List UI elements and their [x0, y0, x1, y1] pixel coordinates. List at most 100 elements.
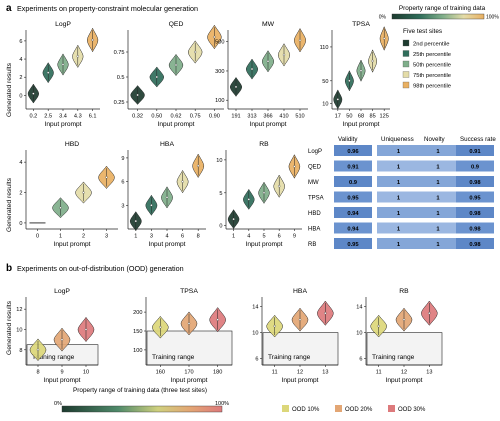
performance-table: Validity Uniqueness Novelty Success rate Log… [308, 136, 496, 249]
site-swatch [402, 50, 410, 57]
chart-title: HBD [65, 141, 79, 148]
table-cell-value: 1 [397, 149, 401, 155]
x-tick-label: 3 [150, 234, 153, 240]
x-tick-label: 6 [181, 234, 184, 240]
training-range-box [262, 332, 339, 366]
y-tick-label: 150 [133, 329, 142, 335]
x-tick-label: 0 [36, 234, 39, 240]
table-cell-value: 1 [436, 149, 440, 155]
violin-median [336, 98, 339, 101]
table-row-label: TPSA [308, 196, 324, 202]
violin-median [247, 198, 250, 201]
y-tick-label: 200 [133, 310, 142, 316]
violin-median [76, 55, 79, 58]
x-tick-label: 6 [278, 234, 281, 240]
table-cell [377, 222, 420, 234]
chart-hbd: HBD 0 2 4 0 1 2 3 Input prompt [19, 141, 118, 248]
violin-median [91, 38, 94, 42]
x-tick-label: 12 [401, 370, 407, 376]
x-axis-label: Input prompt [44, 121, 81, 128]
chart-title: HBA [293, 288, 307, 295]
table-cell-value: 0.98 [469, 242, 481, 248]
table-cell-value: 0.94 [347, 227, 359, 233]
violin-median [278, 185, 281, 188]
violin-median [194, 50, 197, 54]
x-tick-label: 410 [279, 114, 288, 120]
x-tick-label: 13 [322, 370, 328, 376]
y-tick-label: 10 [322, 101, 328, 107]
ood-swatch [335, 405, 342, 412]
violin-median [262, 191, 266, 194]
chart-title: LogP [54, 288, 70, 295]
table-cell [334, 160, 372, 172]
violin-median [428, 312, 431, 315]
x-tick-label: 3.4 [59, 114, 67, 120]
x-tick-label: 4 [247, 234, 250, 240]
violin-median [273, 324, 276, 328]
x-tick-label: 0.62 [171, 114, 182, 120]
violin-median [402, 318, 406, 321]
violin-median [213, 35, 216, 39]
panel-a-letter: a [6, 3, 12, 14]
panel-a-ylabel-row2: Generated results [6, 177, 13, 232]
x-axis-label: Input prompt [281, 377, 318, 384]
chart-hba: HBA Training range 6 10 14 11 12 13 Input prompt [252, 288, 339, 384]
panel-a-ylabel: Generated results [6, 62, 13, 117]
x-tick-label: 1 [59, 234, 62, 240]
chart-tpsa: TPSA Training range 100 150 200 160 170 180 Inpu… [133, 288, 233, 384]
table-cell [456, 145, 494, 156]
sites-title: Five test sites [403, 28, 442, 35]
x-tick-label: 10 [83, 370, 89, 376]
x-tick-label: 5 [262, 234, 265, 240]
table-cell-value: 0.95 [347, 242, 359, 248]
violin-median [348, 79, 351, 82]
ood-label: OOD 20% [345, 407, 373, 413]
violin-median [359, 69, 363, 72]
table-cell [377, 160, 420, 172]
violin-median [105, 176, 108, 179]
y-tick-label: 0 [19, 221, 22, 227]
legend-a-gradient [391, 13, 485, 20]
x-tick-label: 2.5 [44, 114, 52, 120]
x-tick-label: 0.32 [132, 114, 143, 120]
violin-median [61, 63, 65, 66]
x-axis-label: Input prompt [249, 121, 286, 128]
table-cell-value: 1 [436, 196, 440, 202]
panel-b-letter: b [6, 263, 12, 274]
x-tick-label: 1 [232, 234, 235, 240]
y-tick-label: 6 [121, 180, 124, 186]
table-cell-value: 1 [397, 165, 401, 171]
table-cell-value: 0.91 [469, 149, 481, 155]
table-cell [456, 191, 494, 203]
site-swatch [402, 60, 410, 68]
table-cell [377, 207, 420, 218]
training-range-box [366, 332, 443, 366]
x-tick-label: 11 [272, 370, 278, 376]
table-cell [377, 191, 420, 203]
training-range-label: Training range [372, 354, 415, 361]
x-axis-label: Input prompt [245, 241, 282, 248]
x-tick-label: 8 [36, 370, 39, 376]
y-tick-label: 0.5 [117, 75, 125, 81]
x-axis-label: Input prompt [43, 377, 80, 384]
violin-median [47, 71, 50, 74]
x-tick-label: 0.50 [151, 114, 162, 120]
x-tick-label: 8 [197, 234, 200, 240]
violin-median [174, 63, 178, 67]
chart-title: TPSA [352, 21, 370, 28]
chart-title: RB [399, 288, 409, 295]
table-cell-value: 0.9 [349, 180, 358, 186]
y-tick-label: 4 [19, 160, 22, 166]
table-row-label: QED [308, 165, 322, 171]
panel-b-ylabel: Generated results [6, 300, 13, 355]
violin-median [82, 191, 85, 194]
x-tick-label: 313 [247, 114, 256, 120]
table-cell [420, 191, 456, 203]
x-axis-label: Input prompt [53, 241, 90, 248]
table-cell-value: 1 [436, 165, 440, 171]
violin-median [136, 93, 139, 97]
x-tick-label: 50 [346, 114, 352, 120]
ood-label: OOD 10% [292, 407, 320, 413]
table-cell-value: 1 [436, 180, 440, 186]
